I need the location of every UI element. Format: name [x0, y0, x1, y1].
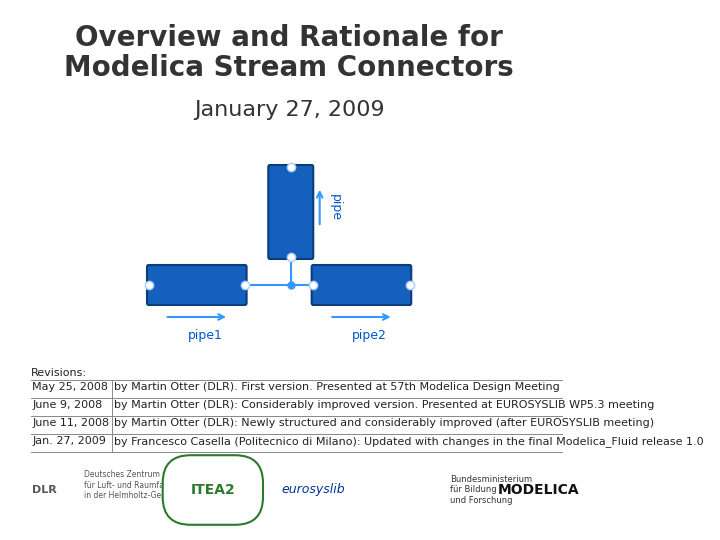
Text: by Francesco Casella (Politecnico di Milano): Updated with changes in the final : by Francesco Casella (Politecnico di Mil… [114, 436, 703, 447]
FancyBboxPatch shape [147, 265, 246, 305]
FancyBboxPatch shape [269, 165, 313, 259]
Text: MODELICA: MODELICA [498, 483, 579, 497]
Text: pipe: pipe [329, 193, 342, 220]
Text: Revisions:: Revisions: [30, 368, 86, 378]
Text: ITEA2: ITEA2 [191, 483, 235, 497]
Text: pipe2: pipe2 [352, 329, 387, 342]
FancyBboxPatch shape [312, 265, 411, 305]
Text: eurosyslib: eurosyslib [282, 483, 345, 496]
Text: by Martin Otter (DLR): Considerably improved version. Presented at EUROSYSLIB WP: by Martin Otter (DLR): Considerably impr… [114, 400, 654, 410]
Text: January 27, 2009: January 27, 2009 [194, 100, 384, 120]
Text: June 11, 2008: June 11, 2008 [32, 418, 109, 428]
Text: Bundesministerium
für Bildung
und Forschung: Bundesministerium für Bildung und Forsch… [450, 475, 532, 505]
Text: by Martin Otter (DLR). First version. Presented at 57th Modelica Design Meeting: by Martin Otter (DLR). First version. Pr… [114, 382, 560, 392]
Text: by Martin Otter (DLR): Newly structured and considerably improved (after EUROSYS: by Martin Otter (DLR): Newly structured … [114, 418, 654, 428]
Text: Modelica Stream Connectors: Modelica Stream Connectors [64, 54, 514, 82]
Text: Overview and Rationale for: Overview and Rationale for [75, 24, 503, 52]
Text: Deutsches Zentrum
für Luft- und Raumfahrt e.V.
in der Helmholtz-Gemeinschaft: Deutsches Zentrum für Luft- und Raumfahr… [84, 470, 204, 500]
Text: DLR: DLR [32, 485, 57, 495]
Text: June 9, 2008: June 9, 2008 [32, 400, 102, 410]
Text: pipe1: pipe1 [187, 329, 222, 342]
Text: May 25, 2008: May 25, 2008 [32, 382, 108, 392]
Text: Jan. 27, 2009: Jan. 27, 2009 [32, 436, 106, 446]
